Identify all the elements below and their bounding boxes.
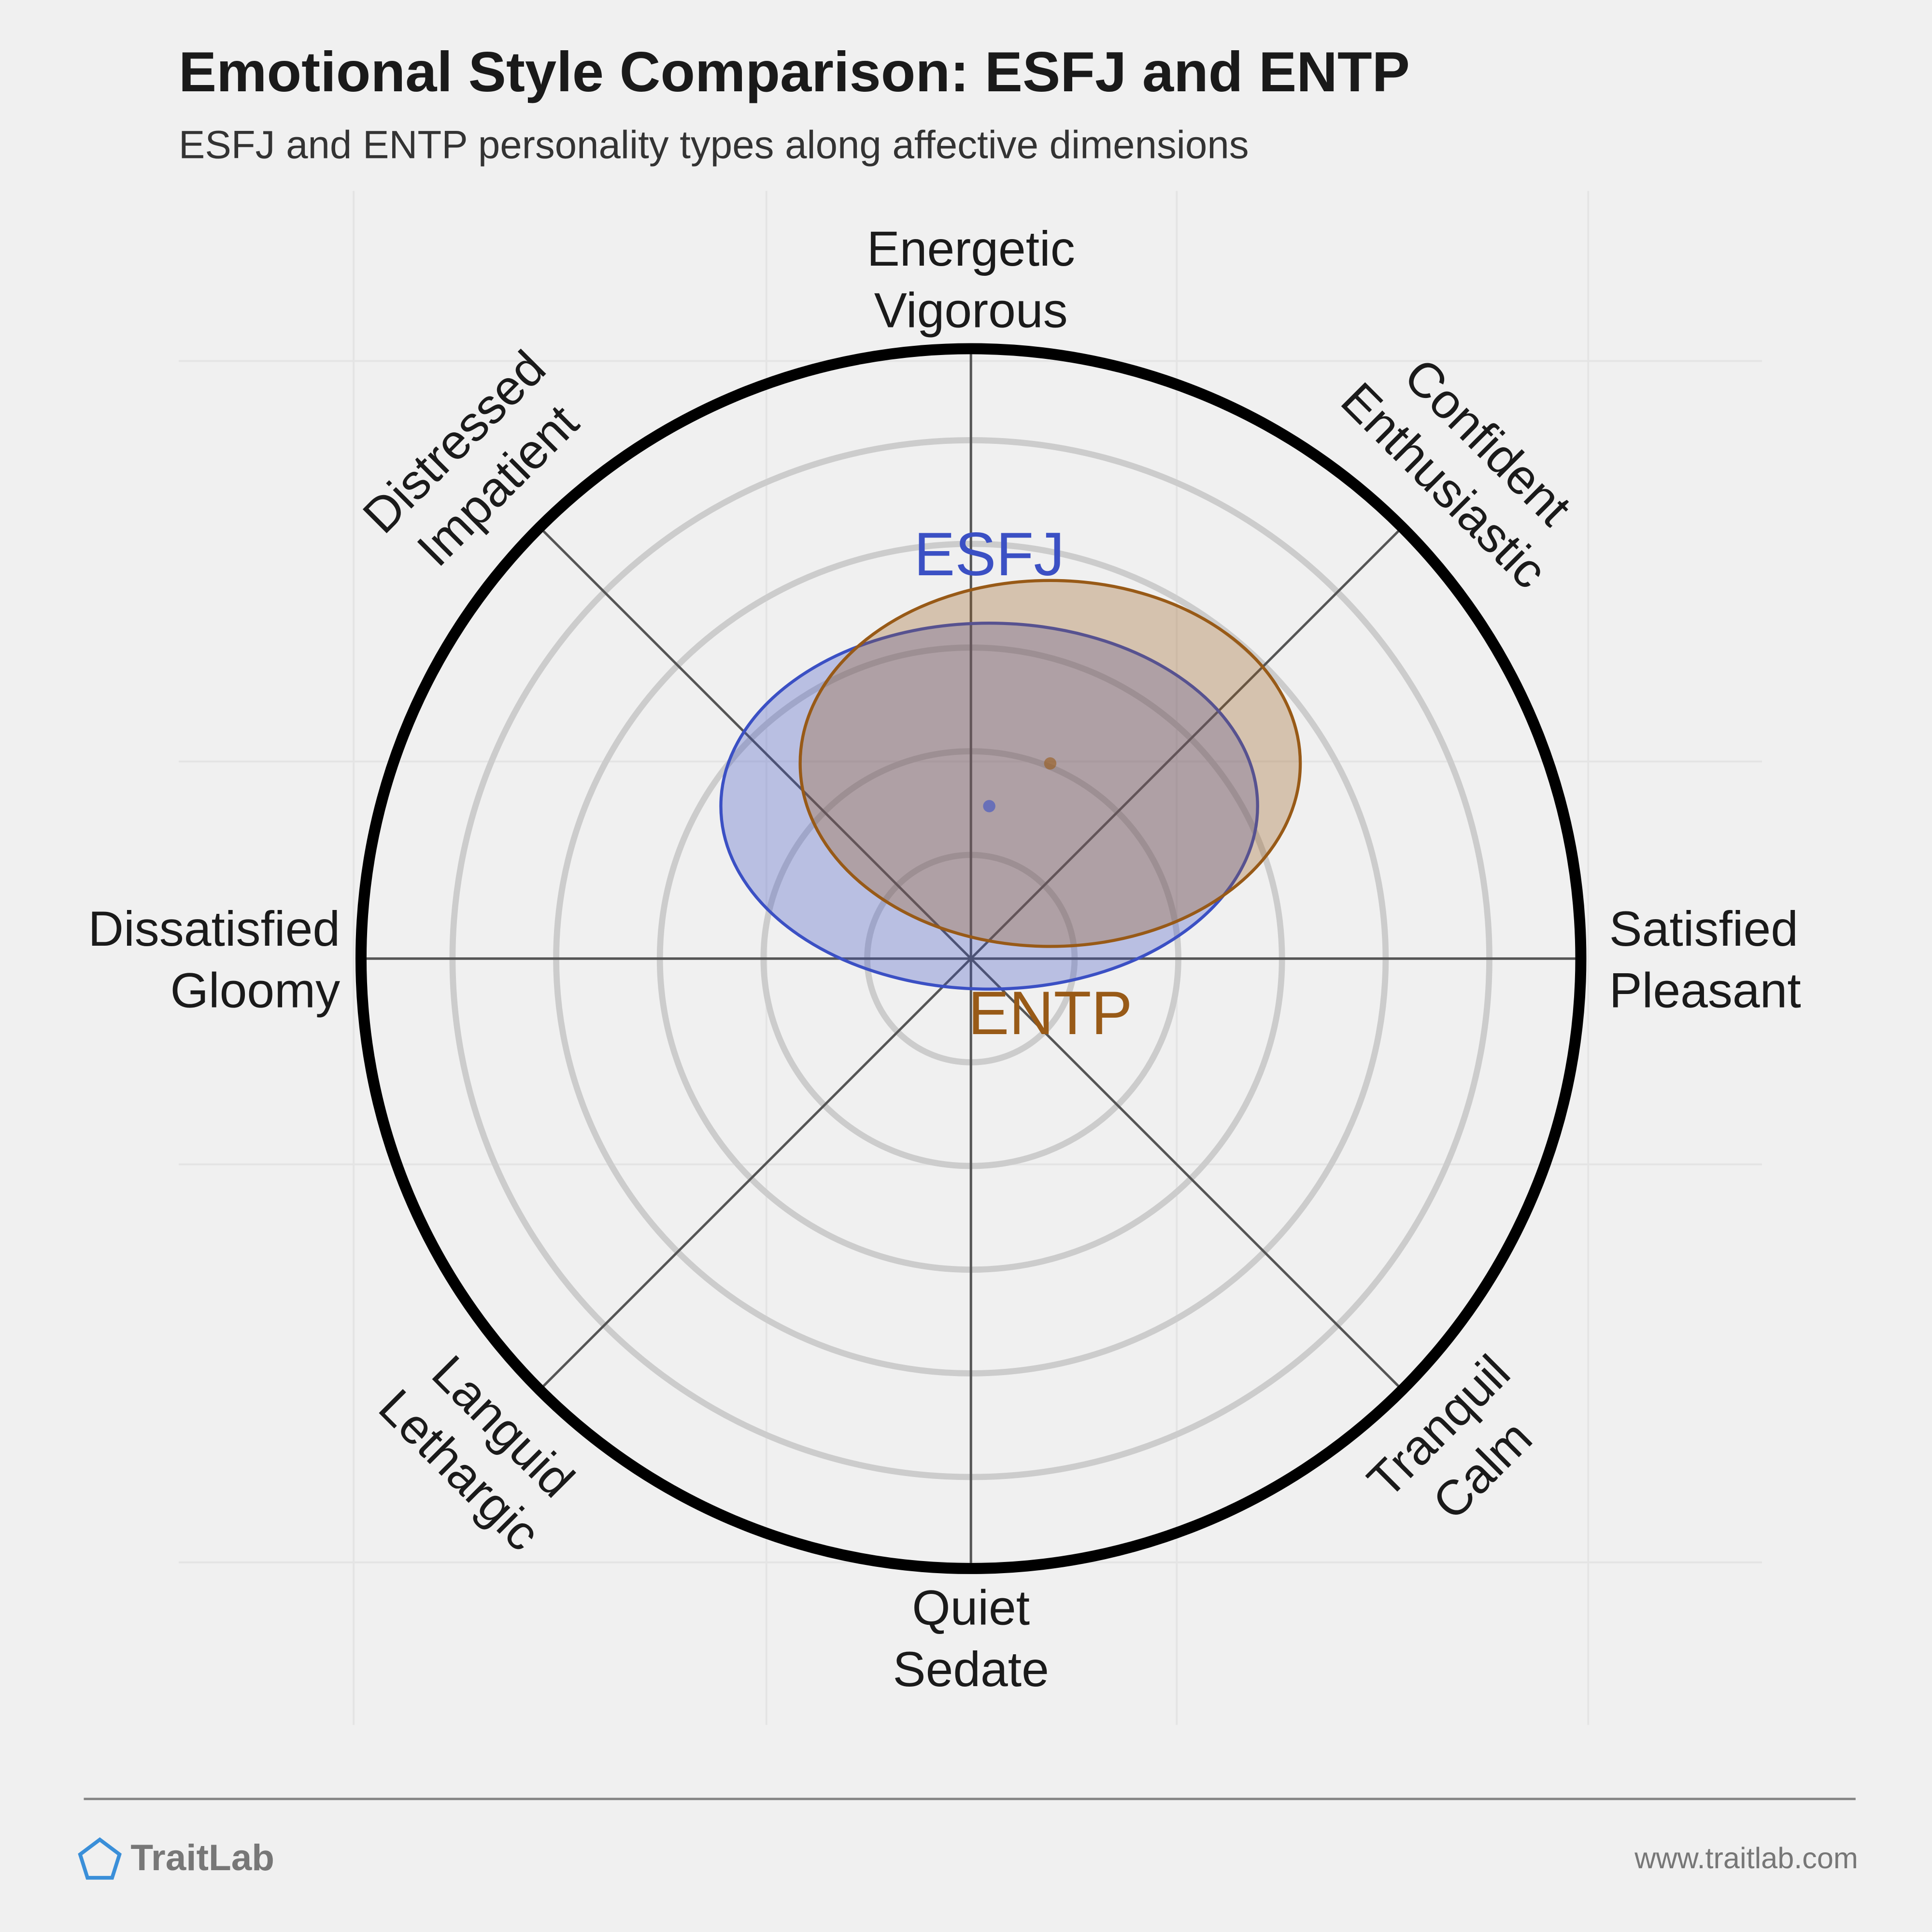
series-label: ESFJ [914,520,1065,589]
outer-ring [355,343,1587,1574]
axis-label-line: Dissatisfied [88,901,340,956]
axis-label: Dissatisfied Gloomy [88,901,340,1018]
axis-label-line: Sedate [893,1642,1049,1697]
axis-label: Energetic Vigorous [867,221,1075,338]
axis-label: Satisfied Pleasant [1609,901,1801,1018]
axis-spoke [539,957,972,1391]
axis-spoke [970,526,1403,960]
chart-title: Emotional Style Comparison: ESFJ and ENT… [179,40,1410,103]
axis-label-line: Pleasant [1609,963,1801,1018]
type-center [1044,757,1057,770]
brand-logo [78,1837,122,1880]
brand-name: TraitLab [130,1837,274,1878]
axis-label-line: Vigorous [874,283,1068,338]
axis-label-line: Energetic [867,221,1075,276]
axis-label-line: Gloomy [170,963,341,1018]
footer-url: www.traitlab.com [1634,1842,1858,1875]
series-label: ENTP [968,979,1132,1048]
chart-subtitle: ESFJ and ENTP personality types along af… [179,123,1249,167]
axis-label: Quiet Sedate [893,1580,1049,1697]
axis-spoke [539,526,972,960]
type-center [983,800,995,812]
axis-label-line: Satisfied [1609,901,1798,956]
axis-label-line: Quiet [912,1580,1030,1635]
axis-spoke [970,957,1403,1391]
